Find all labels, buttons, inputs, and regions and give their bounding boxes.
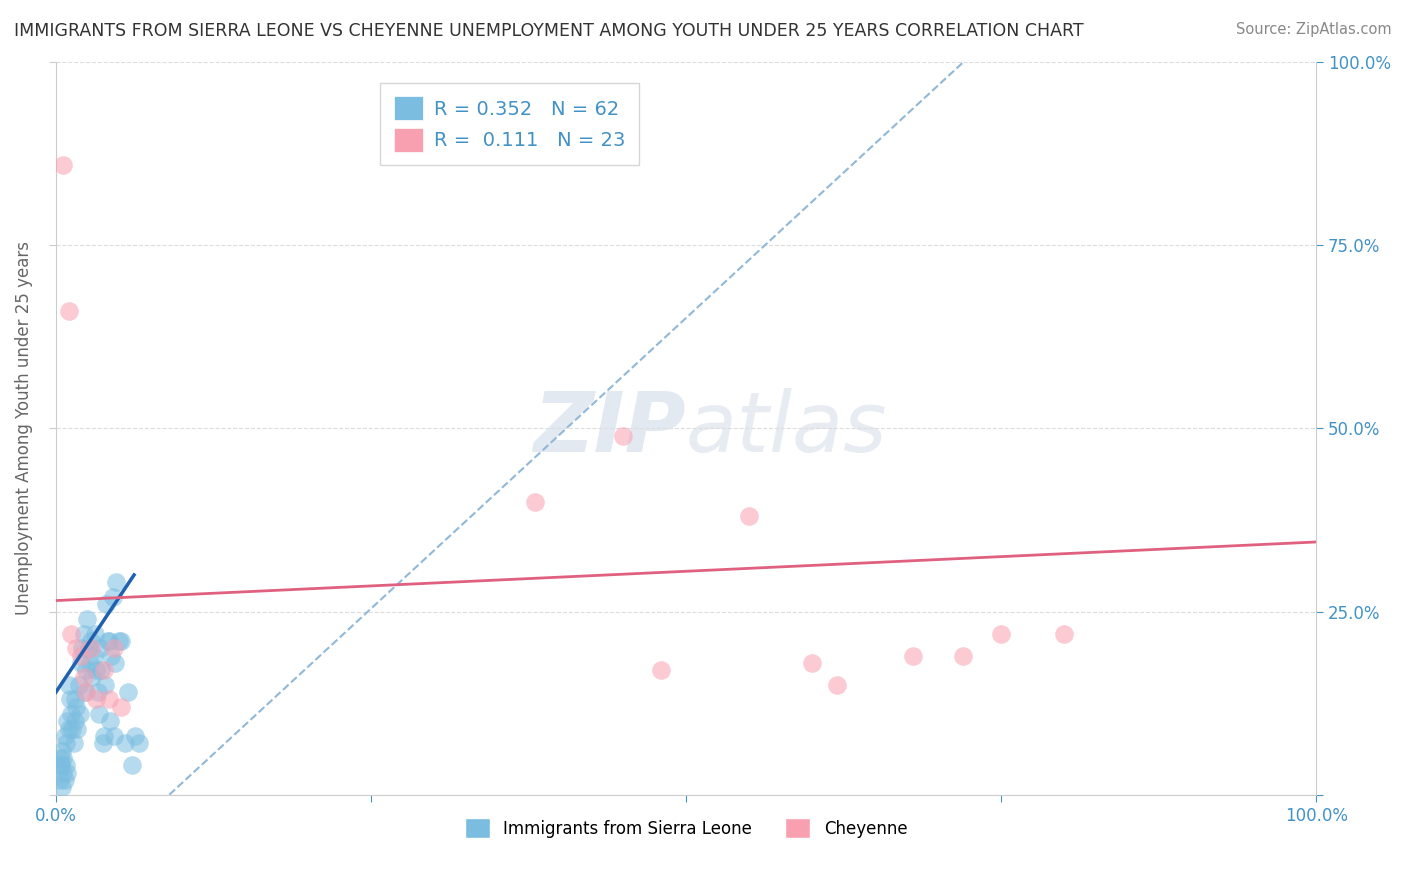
Point [58,304,80,318]
Point [80,641,103,656]
Point [65,699,87,714]
Text: Source: ZipAtlas.com: Source: ZipAtlas.com [1236,22,1392,37]
Point [114,736,136,750]
Point [523,494,546,508]
Point [72,641,94,656]
Point [100,648,122,663]
Text: atlas: atlas [686,388,887,469]
Point [48,773,70,788]
Point [86,685,108,699]
Point [66,722,89,736]
Point [104,656,127,670]
Point [80,633,103,648]
Point [1053,626,1076,640]
Point [73,685,96,699]
Point [124,729,146,743]
Point [62,736,84,750]
Y-axis label: Unemployment Among Youth under 25 years: Unemployment Among Youth under 25 years [15,242,32,615]
Point [51,744,73,758]
Point [82,671,104,685]
Point [58,722,80,736]
Point [103,641,125,656]
Point [738,509,761,524]
Point [76,612,98,626]
Point [98,714,121,729]
Point [650,663,672,677]
Point [69,707,91,722]
Point [87,707,110,722]
Point [55,758,77,772]
Point [84,626,107,640]
Point [101,590,124,604]
Point [59,692,82,706]
Point [990,626,1012,640]
Point [49,758,72,772]
Point [84,692,107,706]
Point [94,678,117,692]
Point [48,751,70,765]
Point [72,671,94,685]
Point [63,714,86,729]
Point [56,714,79,729]
Point [52,765,75,780]
Point [65,641,87,656]
Point [70,648,93,663]
Point [952,648,974,663]
Point [110,633,132,648]
Legend: Immigrants from Sierra Leone, Cheyenne: Immigrants from Sierra Leone, Cheyenne [458,812,914,845]
Point [77,641,100,656]
Point [121,758,143,772]
Point [60,707,83,722]
Point [52,158,75,172]
Point [91,736,114,750]
Point [56,765,79,780]
Point [52,751,75,765]
Point [105,575,128,590]
Point [63,692,86,706]
Point [60,722,83,736]
Point [93,663,115,677]
Point [83,648,105,663]
Point [72,626,94,640]
Point [96,597,118,611]
Point [49,758,72,772]
Point [60,626,83,640]
Point [67,678,90,692]
Point [53,729,76,743]
Point [53,773,76,788]
Point [827,678,849,692]
Point [117,685,139,699]
Text: IMMIGRANTS FROM SIERRA LEONE VS CHEYENNE UNEMPLOYMENT AMONG YOUTH UNDER 25 YEARS: IMMIGRANTS FROM SIERRA LEONE VS CHEYENNE… [14,22,1084,40]
Point [70,656,93,670]
Point [75,685,97,699]
Point [93,729,115,743]
Point [901,648,924,663]
Point [612,429,634,443]
Point [97,692,120,706]
Point [108,633,131,648]
Point [110,699,132,714]
Point [51,780,73,795]
Point [84,663,107,677]
Point [75,663,97,677]
Point [58,678,80,692]
Point [97,633,120,648]
Point [55,736,77,750]
Point [90,663,112,677]
Point [89,641,111,656]
Point [801,656,824,670]
Point [128,736,150,750]
Point [79,656,101,670]
Point [103,729,125,743]
Text: ZIP: ZIP [533,388,686,469]
Point [97,633,120,648]
